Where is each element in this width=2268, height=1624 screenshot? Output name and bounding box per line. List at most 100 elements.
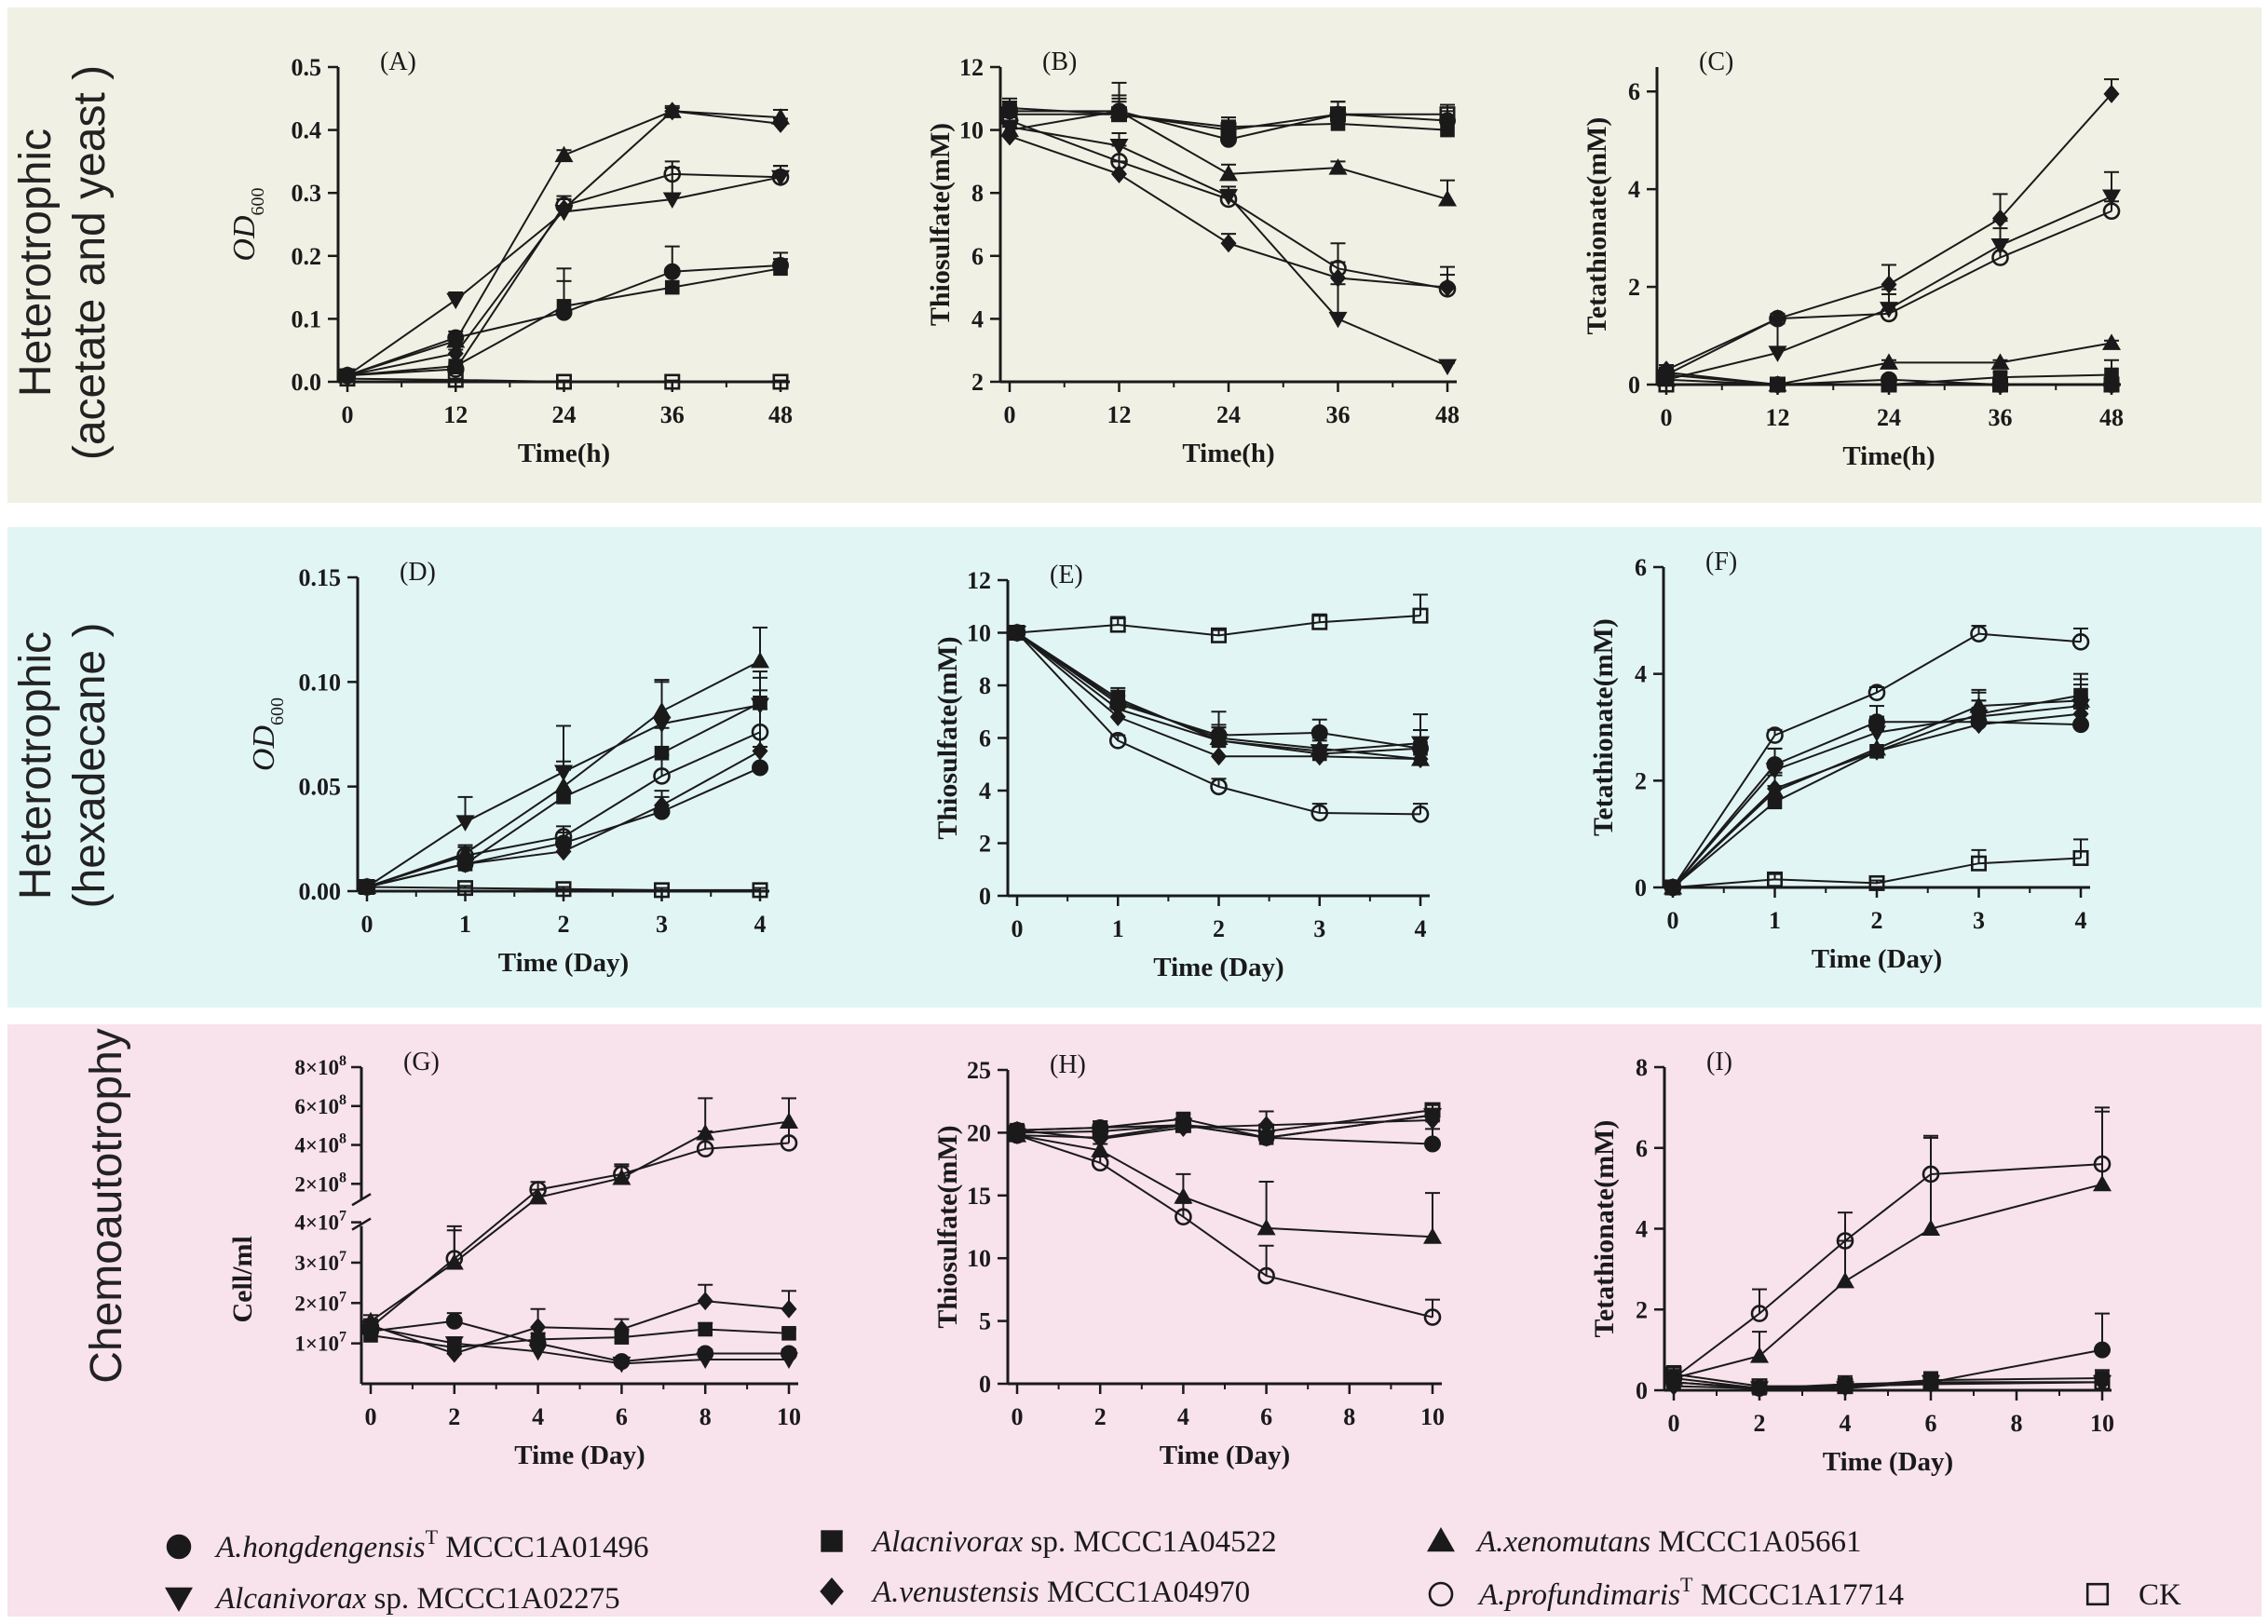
data-point <box>1440 122 1455 138</box>
data-point <box>654 795 670 815</box>
series-opensquare <box>1664 838 2089 896</box>
data-point <box>446 292 466 310</box>
data-point <box>1091 1154 1109 1172</box>
data-point <box>1424 1110 1441 1130</box>
data-point <box>1411 736 1430 753</box>
data-point <box>1219 190 1238 209</box>
x-tick-label: 0 <box>361 911 373 938</box>
band-heterotrophic-acetate <box>7 7 2261 503</box>
series-opencircle <box>1664 1106 2112 1387</box>
data-point <box>1922 1165 1940 1184</box>
data-point <box>780 1112 798 1129</box>
data-point <box>1009 1124 1025 1141</box>
x-tick-label: 4 <box>2075 907 2087 934</box>
x-tick-label: 2 <box>1094 1403 1107 1430</box>
series-line <box>370 1328 790 1348</box>
data-point <box>1665 1366 1682 1383</box>
y-axis-title: Thiosulfate(mM) <box>932 1125 963 1328</box>
x-tick-label: 0 <box>1012 1403 1024 1430</box>
x-tick-label: 6 <box>1925 1410 1937 1437</box>
chart-panel-g: 0 2 4 6 8 10 1×107 2×107 3×107 4×107 2×108 4×108 6×1… <box>227 1048 801 1470</box>
data-point <box>751 723 769 741</box>
y-axis-title: Thiosulfate(mM) <box>925 123 956 326</box>
data-point <box>555 196 573 215</box>
series-opensquare <box>1665 1364 2111 1395</box>
x-tick-label: 0 <box>365 1403 377 1430</box>
data-point <box>1766 726 1784 744</box>
legend-item: Alcanivorax sp. MCCC1A02275 <box>165 1582 620 1616</box>
data-point <box>2102 189 2121 207</box>
data-point <box>456 880 473 897</box>
legend-marker <box>1428 1581 1454 1607</box>
x-tick-label: 6 <box>616 1403 628 1430</box>
data-point <box>1009 624 1025 641</box>
data-point <box>1175 1116 1191 1133</box>
data-point <box>528 1344 548 1361</box>
panel-label: (A) <box>380 47 416 76</box>
data-point <box>1311 804 1329 822</box>
y-tick-label: 6 <box>971 243 984 270</box>
panel-label: (I) <box>1706 1048 1732 1076</box>
x-tick-label: 0 <box>1668 1410 1680 1437</box>
y-tick-label: 8 <box>971 180 984 207</box>
data-point <box>1220 122 1237 139</box>
data-point <box>613 1165 631 1184</box>
y-tick-label: 4 <box>979 778 991 805</box>
series-circle <box>362 1312 797 1371</box>
data-point <box>1001 127 1018 146</box>
y-tick-label: 0 <box>1635 874 1647 901</box>
series-opensquare <box>1009 593 1429 643</box>
chart-panel-h: 0 2 4 6 8 10 0 5 10 15 20 25 Time (Day) Thiosulfate(m… <box>932 1050 1445 1470</box>
y-tick-label: 2 <box>1635 767 1647 794</box>
data-point <box>1109 707 1126 726</box>
y-tick-label: 6 <box>1628 78 1640 105</box>
legend-marker <box>2085 1582 2110 1606</box>
data-point <box>1765 763 1785 779</box>
legend-label: A.venustensis MCCC1A04970 <box>871 1576 1250 1609</box>
y-tick-label: 8 <box>1636 1054 1648 1081</box>
x-tick-label: 12 <box>443 401 468 428</box>
data-point <box>1438 279 1457 298</box>
x-tick-label: 4 <box>1177 1403 1189 1430</box>
data-point <box>1991 249 2009 266</box>
legend-label: A.profundimarisT MCCC1A17714 <box>1477 1573 1904 1612</box>
x-tick-label: 0 <box>342 401 354 428</box>
x-tick-label: 24 <box>552 401 577 428</box>
data-point <box>696 1140 714 1158</box>
legend-label: CK <box>2139 1578 2181 1612</box>
data-point <box>1209 733 1229 751</box>
data-point <box>751 651 769 669</box>
data-point <box>447 344 464 363</box>
data-point <box>2072 849 2089 866</box>
y-tick-label: 4 <box>1628 176 1640 203</box>
x-tick-label: 3 <box>1973 907 1985 934</box>
y-tick-label: 0.5 <box>292 54 322 81</box>
x-tick-label: 2 <box>1754 1410 1766 1437</box>
data-point <box>663 165 682 183</box>
y-tick-label: 0.3 <box>292 180 322 207</box>
data-point <box>1110 153 1128 170</box>
data-point <box>1658 376 1675 393</box>
data-point <box>555 881 572 898</box>
x-tick-label: 0 <box>1661 404 1673 431</box>
y-tick-label: 12 <box>959 54 984 81</box>
data-point <box>1328 158 1348 175</box>
data-point <box>1971 715 1987 735</box>
data-point <box>339 371 356 387</box>
data-point <box>781 1299 797 1319</box>
data-point <box>1174 1187 1193 1204</box>
x-tick-label: 3 <box>1313 915 1325 942</box>
data-point <box>446 1344 463 1363</box>
data-point <box>361 1319 380 1336</box>
data-point <box>1992 209 2008 228</box>
chart-panel-i: 0 2 4 6 8 10 0 2 4 6 8 Time (Day) Tetathionate(mM) (I… <box>1589 1048 2114 1477</box>
y-axis-title: OD600 <box>227 187 268 261</box>
legend-label: A.hongdengensisT MCCC1A01496 <box>214 1525 648 1564</box>
x-tick-label: 1 <box>1112 915 1124 942</box>
data-point <box>752 741 768 761</box>
data-point <box>1424 1135 1441 1153</box>
data-point <box>445 1250 464 1267</box>
data-point <box>1767 871 1784 887</box>
data-point <box>1411 805 1430 823</box>
